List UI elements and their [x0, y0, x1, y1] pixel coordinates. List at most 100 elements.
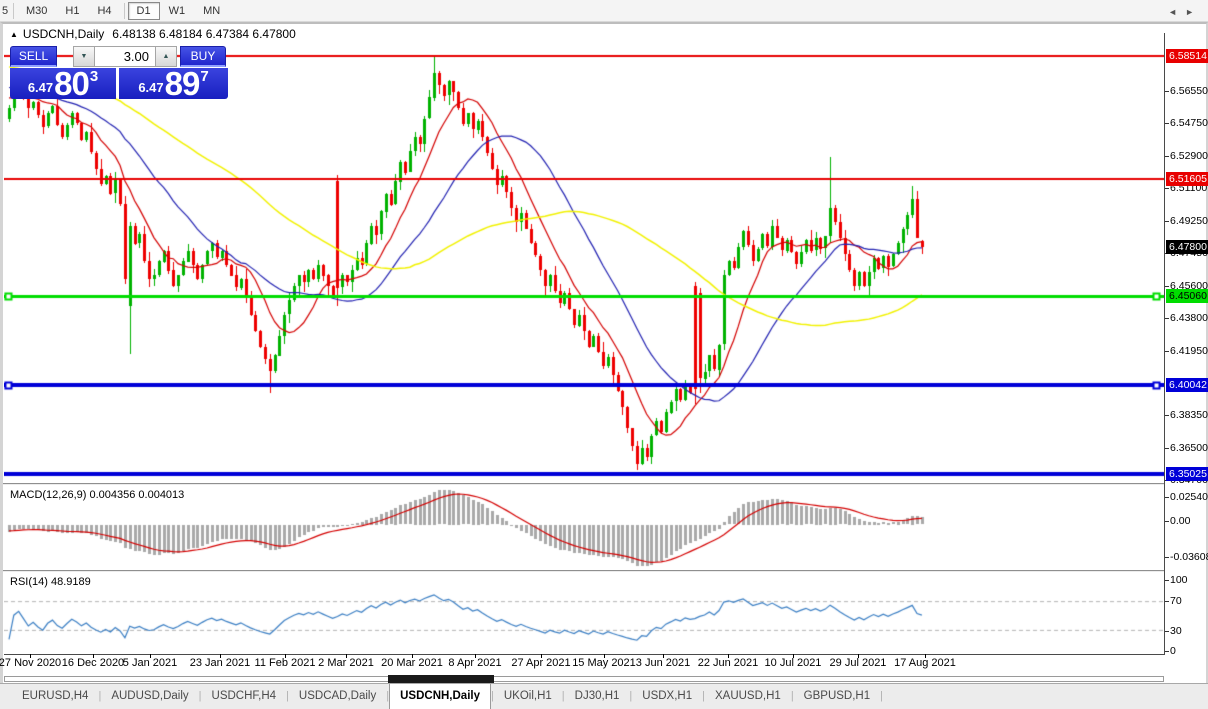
rsi-tick-mark: [1165, 631, 1169, 632]
timeframe-button-m30[interactable]: M30: [26, 4, 48, 17]
price-tick-mark: [1165, 91, 1169, 92]
timeframe-button-5[interactable]: 5: [2, 4, 9, 17]
price-tick-label: 6.56550: [1170, 85, 1208, 97]
date-tick-mark: [412, 654, 413, 658]
scrollbar-thumb[interactable]: [388, 675, 494, 683]
rsi-chart-canvas[interactable]: [4, 573, 1164, 654]
price-axis-line: [1164, 33, 1165, 655]
chart-tab-usdcad[interactable]: USDCAD,Daily: [298, 690, 377, 702]
volume-decrease-button[interactable]: ▼: [73, 46, 95, 67]
sell-price-pip-digit: 3: [89, 68, 99, 85]
date-label: 16 Dec 2020: [61, 657, 125, 669]
date-tick-mark: [346, 654, 347, 658]
chart-tab-dj30[interactable]: DJ30,H1: [574, 690, 620, 702]
rsi-tick-label: 100: [1170, 574, 1188, 586]
rsi-tick-mark: [1165, 601, 1169, 602]
price-tick-mark: [1165, 221, 1169, 222]
tab-separator: |: [98, 690, 102, 702]
rsi-tick-label: 0: [1170, 645, 1176, 657]
price-tick-label: 6.49250: [1170, 215, 1208, 227]
chart-tab-usdx[interactable]: USDX,H1: [642, 690, 693, 702]
chart-tab-gbpusd[interactable]: GBPUSD,H1: [803, 690, 871, 702]
chart-tab-ukoil[interactable]: UKOil,H1: [503, 690, 552, 702]
macd-tick-mark: [1165, 557, 1169, 558]
volume-input[interactable]: [95, 46, 155, 67]
toolbar-separator: [13, 2, 14, 19]
timeframe-button-h1[interactable]: H1: [65, 4, 80, 17]
chart-tab-eurusd[interactable]: EURUSD,H4: [22, 690, 89, 702]
scrollbar-track[interactable]: [4, 676, 1164, 682]
tab-scroll-right-icon[interactable]: ►: [1185, 7, 1202, 17]
date-tick-mark: [793, 654, 794, 658]
price-tick-mark: [1165, 351, 1169, 352]
timeframe-button-d1[interactable]: D1: [127, 1, 160, 20]
date-label: 29 Jul 2021: [829, 657, 887, 669]
date-label: 23 Jan 2021: [189, 657, 251, 669]
chart-tab-usdcnh[interactable]: USDCNH,Daily: [389, 684, 491, 709]
time-axis[interactable]: 27 Nov 2020 16 Dec 2020 5 Jan 2021 23 Jan 2…: [0, 654, 1165, 673]
panel-splitter-rsi[interactable]: [3, 570, 1164, 573]
date-label: 27 Nov 2020: [0, 657, 62, 669]
date-label: 17 Aug 2021: [894, 657, 956, 669]
tab-scroll-left-icon[interactable]: ◄: [1168, 7, 1186, 17]
date-tick-mark: [858, 654, 859, 658]
tab-scroll-arrows[interactable]: ◄►: [1168, 7, 1202, 17]
date-label: 3 Jun 2021: [635, 657, 691, 669]
sell-button[interactable]: SELL: [10, 46, 57, 67]
macd-indicator-label: MACD(12,26,9) 0.004356 0.004013: [10, 489, 185, 501]
price-tick-mark: [1165, 123, 1169, 124]
price-badge-6_51605: 6.51605: [1166, 172, 1208, 186]
main-chart-plot: [4, 33, 1164, 483]
buy-price-display[interactable]: 6.47 89 7: [119, 65, 228, 102]
sell-price-display[interactable]: 6.47 80 3: [10, 65, 116, 102]
date-label: 8 Apr 2021: [448, 657, 502, 669]
rsi-indicator-label: RSI(14) 48.9189: [10, 576, 91, 588]
chart-tab-usdchf[interactable]: USDCHF,H4: [211, 690, 277, 702]
sell-price-prefix: 6.47: [27, 80, 54, 95]
buy-price-pip-digit: 7: [200, 68, 209, 85]
date-tick-mark: [925, 654, 926, 658]
date-tick-mark: [150, 654, 151, 658]
date-label: 2 Mar 2021: [318, 657, 374, 669]
toolbar-separator: [123, 2, 125, 19]
timeframe-button-mn[interactable]: MN: [203, 4, 221, 17]
date-tick-mark: [93, 654, 94, 658]
rsi-panel: [4, 573, 1164, 654]
timeframe-button-w1[interactable]: W1: [168, 4, 186, 17]
buy-button[interactable]: BUY: [180, 46, 226, 67]
sell-price-big-digits: 80: [54, 65, 90, 102]
macd-chart-canvas[interactable]: [4, 486, 1164, 570]
macd-tick-label: 0.025404: [1170, 491, 1208, 503]
volume-increase-button[interactable]: ▲: [155, 46, 177, 67]
rsi-tick-label: 70: [1170, 595, 1182, 607]
date-label: 10 Jul 2021: [764, 657, 822, 669]
price-tick-mark: [1165, 318, 1169, 319]
rsi-tick-mark: [1165, 651, 1169, 652]
date-tick-mark: [541, 654, 542, 658]
date-label: 5 Jan 2021: [122, 657, 178, 669]
timeframe-button-h4[interactable]: H4: [97, 4, 112, 17]
price-badge-6_45060: 6.45060: [1166, 289, 1208, 303]
tab-separator: |: [880, 690, 883, 702]
macd-tick-label: 0.00: [1170, 515, 1191, 527]
date-tick-mark: [475, 654, 476, 658]
chart-symbol-label: USDCNH,Daily: [22, 27, 105, 41]
macd-tick-mark: [1165, 521, 1169, 522]
chart-ohlc-values: 6.48138 6.48184 6.47384 6.47800: [112, 27, 296, 41]
tab-separator: |: [629, 690, 633, 702]
price-tick-label: 6.38350: [1170, 409, 1208, 421]
candlestick-chart-canvas[interactable]: [4, 33, 1164, 483]
buy-price-big-digits: 89: [164, 65, 201, 102]
collapse-panel-icon[interactable]: ▲: [10, 30, 18, 39]
price-axis[interactable]: 6.565506.547506.529006.511006.492506.474…: [1165, 0, 1208, 709]
price-tick-mark: [1165, 415, 1169, 416]
chart-tab-xauusd[interactable]: XAUUSD,H1: [714, 690, 781, 702]
one-click-trade-panel: SELL ▼ ▲ BUY 6.47 80 3 6.47 89 7: [10, 46, 228, 102]
panel-splitter-macd[interactable]: [3, 483, 1164, 486]
rsi-tick-mark: [1165, 580, 1169, 581]
price-tick-label: 6.54750: [1170, 117, 1208, 129]
tab-separator: |: [286, 690, 289, 702]
chart-tab-bar: EURUSD,H4 | AUDUSD,Daily | USDCHF,H4 | USDCAD,…: [0, 683, 1208, 709]
chart-tab-audusd[interactable]: AUDUSD,Daily: [111, 690, 189, 702]
